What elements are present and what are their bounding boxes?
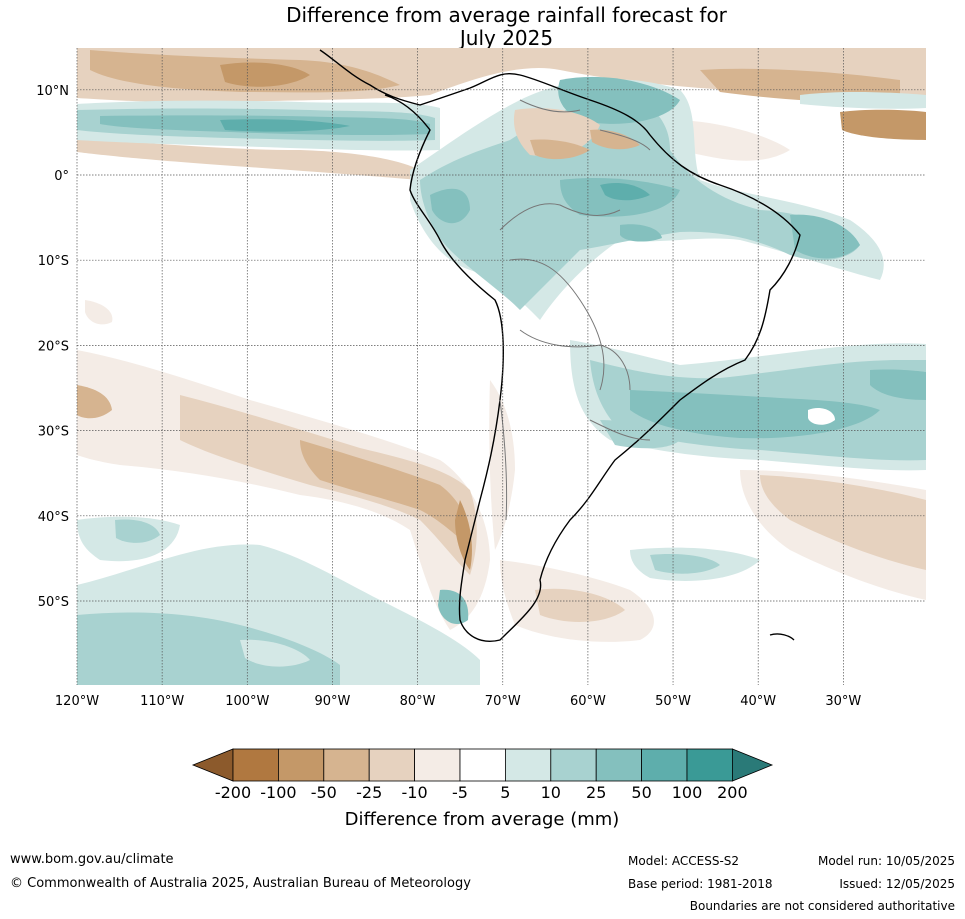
colorbar-min-arrow bbox=[191, 748, 234, 782]
issued-date: Issued: 12/05/2025 bbox=[839, 877, 955, 891]
colorbar-tick-label: 100 bbox=[672, 783, 703, 802]
colorbar-swatch bbox=[504, 748, 552, 782]
colorbar-tick-label: 5 bbox=[500, 783, 510, 802]
colorbar-tick-label: 10 bbox=[541, 783, 561, 802]
colorbar-swatch bbox=[323, 748, 370, 782]
colorbar-tick-label: -200 bbox=[215, 783, 251, 802]
colorbar-tick-label: -100 bbox=[260, 783, 296, 802]
colorbar-swatch bbox=[641, 748, 688, 782]
coastline bbox=[319, 49, 801, 642]
lon-tick-label: 110°W bbox=[140, 694, 184, 709]
disclaimer-text: Boundaries are not considered authoritat… bbox=[689, 899, 955, 913]
lon-tick-label: 40°W bbox=[740, 694, 776, 709]
colorbar: -200 -100 -50 -25 -10 -5 5 10 25 50 100 200 Differen… bbox=[191, 748, 774, 830]
lon-tick-label: 120°W bbox=[55, 694, 99, 709]
colorbar-tick-label: 200 bbox=[717, 783, 748, 802]
longitude-labels: 120°W 110°W 100°W 90°W 80°W 70°W 60°W 50°W 40°W 3… bbox=[55, 694, 862, 709]
chart-title: Difference from average rainfall forecas… bbox=[0, 4, 965, 50]
colorbar-swatch bbox=[368, 748, 416, 782]
lon-tick-label: 50°W bbox=[655, 694, 691, 709]
title-line-2: July 2025 bbox=[459, 26, 554, 50]
lon-tick-label: 80°W bbox=[400, 694, 436, 709]
lon-tick-label: 60°W bbox=[570, 694, 606, 709]
website-link[interactable]: www.bom.gov.au/climate bbox=[10, 852, 174, 867]
colorbar-swatch bbox=[414, 748, 461, 782]
anomaly-field bbox=[77, 48, 926, 685]
colorbar-tick-label: -50 bbox=[311, 783, 337, 802]
colorbar-swatch bbox=[686, 748, 733, 782]
colorbar-tick-label: 25 bbox=[586, 783, 606, 802]
gridlines bbox=[76, 48, 926, 685]
colorbar-tick-label: 50 bbox=[631, 783, 651, 802]
model-run-date: Model run: 10/05/2025 bbox=[817, 854, 955, 868]
colorbar-title: Difference from average (mm) bbox=[345, 809, 620, 830]
colorbar-tick-label: -5 bbox=[452, 783, 468, 802]
colorbar-swatch bbox=[232, 748, 279, 782]
colorbar-swatch bbox=[550, 748, 597, 782]
colorbar-tick-label: -10 bbox=[402, 783, 428, 802]
lat-tick-label: 0° bbox=[54, 169, 69, 184]
colorbar-max-arrow bbox=[732, 748, 774, 782]
colorbar-swatch bbox=[459, 748, 506, 782]
colorbar-tick-label: -25 bbox=[356, 783, 382, 802]
lat-tick-label: 20°S bbox=[38, 339, 69, 354]
lon-tick-label: 70°W bbox=[485, 694, 521, 709]
lat-tick-label: 10°N bbox=[36, 84, 69, 99]
colorbar-swatch bbox=[595, 748, 643, 782]
borders bbox=[499, 99, 651, 521]
lon-tick-label: 100°W bbox=[225, 694, 269, 709]
copyright-text: © Commonwealth of Australia 2025, Austra… bbox=[10, 876, 471, 891]
lon-tick-label: 30°W bbox=[825, 694, 861, 709]
latitude-labels: 10°N 0° 10°S 20°S 30°S 40°S 50°S bbox=[36, 84, 69, 610]
model-name: Model: ACCESS-S2 bbox=[628, 854, 740, 868]
lat-tick-label: 10°S bbox=[38, 254, 69, 269]
lat-tick-label: 30°S bbox=[38, 425, 69, 440]
title-line-1: Difference from average rainfall forecas… bbox=[286, 3, 727, 27]
lon-tick-label: 90°W bbox=[314, 694, 350, 709]
colorbar-swatch bbox=[277, 748, 325, 782]
base-period: Base period: 1981-2018 bbox=[628, 877, 773, 891]
lat-tick-label: 50°S bbox=[38, 595, 69, 610]
lat-tick-label: 40°S bbox=[38, 510, 69, 525]
